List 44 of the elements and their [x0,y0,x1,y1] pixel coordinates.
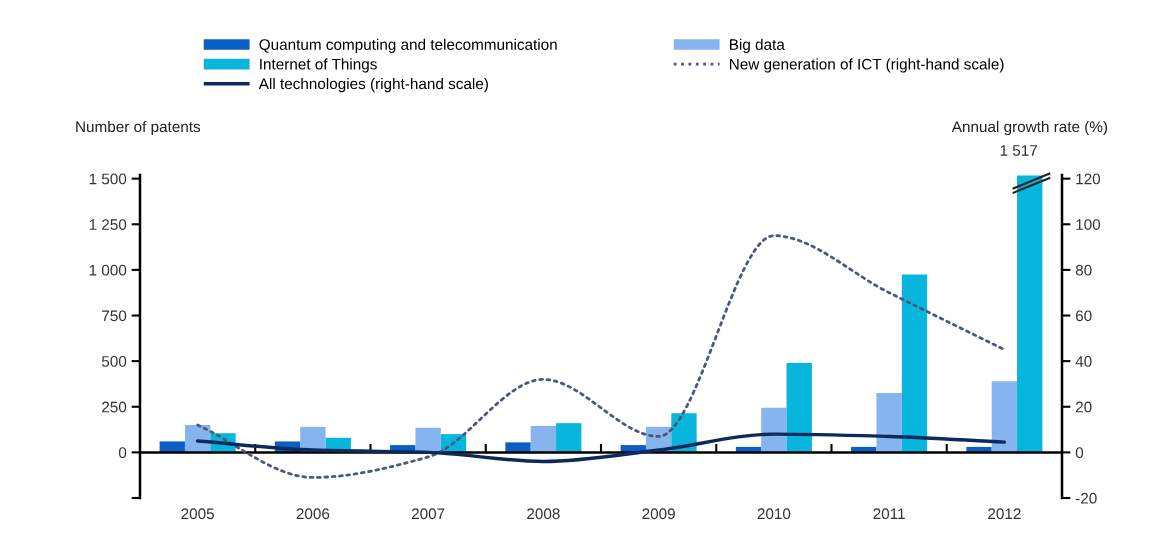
line-series [196,234,1006,479]
bar [415,427,441,453]
bar [761,407,787,453]
x-tick-label: 2009 [642,508,675,520]
y2-tick-label: -20 [1075,492,1097,504]
data-label: 1 517 [1000,145,1037,156]
bar [901,274,928,453]
y2-tick-label: 100 [1076,219,1101,230]
x-tick-label: 2011 [873,508,905,520]
y-tick-label: 1 000 [89,264,127,276]
y2-tick-label: 60 [1075,310,1092,322]
legend-label: New generation of ICT (right-hand scale) [730,58,1004,73]
bar [556,423,582,453]
y-tick-label: 1 250 [89,219,127,230]
bar [505,442,531,453]
bar [159,441,185,453]
x-tick-label: 2007 [411,508,445,520]
line-series [195,432,1007,464]
y-tick-label: 500 [101,356,127,367]
x-tick-label: 2012 [988,508,1021,520]
x-tick-label: 2005 [181,508,214,520]
legend-label: Quantum computing and telecommunication [259,38,557,53]
y2-tick-label: 0 [1075,447,1084,459]
legend-label: All technologies (right-hand scale) [258,77,488,93]
legend-label: Big data [730,38,785,53]
bar [991,381,1018,453]
x-tick-label: 2008 [527,508,560,520]
bar [786,362,812,453]
bar [1017,175,1043,453]
bar [530,425,557,453]
y-tick-label: 250 [102,401,127,413]
x-tick-label: 2006 [296,508,330,520]
y-tick-label: 750 [102,310,127,322]
y-axis-title: Number of patents [76,120,201,136]
y2-axis-title: Annual growth rate (%) [951,120,1108,136]
y2-tick-label: 120 [1076,173,1101,185]
y-tick-label: 0 [118,447,127,459]
y-tick-label: 1 500 [89,173,127,185]
y2-tick-label: 20 [1075,401,1092,413]
y2-tick-label: 40 [1075,356,1092,367]
y2-tick-label: 80 [1075,264,1092,276]
legend-label: Internet of Things [260,58,377,73]
x-tick-label: 2010 [757,508,791,520]
bar [876,393,902,453]
